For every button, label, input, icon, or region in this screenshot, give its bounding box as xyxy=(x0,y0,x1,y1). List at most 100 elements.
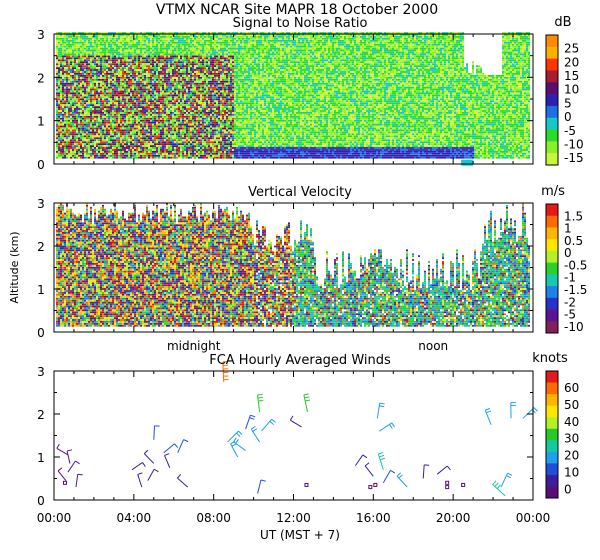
heatmap-cell xyxy=(62,122,64,124)
heatmap-cell xyxy=(62,114,64,116)
heatmap-cell xyxy=(62,106,64,108)
heatmap-cell xyxy=(68,147,70,149)
heatmap-cell xyxy=(68,44,70,46)
heatmap-cell xyxy=(66,57,68,59)
heatmap-cell xyxy=(78,104,80,106)
heatmap-cell xyxy=(56,81,58,83)
heatmap-cell xyxy=(86,100,88,102)
heatmap-cell xyxy=(78,135,80,137)
heatmap-cell xyxy=(72,85,74,87)
heatmap-cell xyxy=(96,77,98,79)
heatmap-cell xyxy=(96,96,98,98)
heatmap-cell xyxy=(72,69,74,71)
heatmap-cell xyxy=(72,126,74,128)
heatmap-cell xyxy=(68,46,70,48)
heatmap-cell xyxy=(78,122,80,124)
heatmap-cell xyxy=(78,130,80,132)
heatmap-cell xyxy=(66,155,68,157)
heatmap-cell xyxy=(70,124,72,126)
heatmap-cell xyxy=(92,104,94,106)
heatmap-cell xyxy=(96,120,98,122)
heatmap-cell xyxy=(82,106,84,108)
heatmap-cell xyxy=(82,124,84,126)
heatmap-cell xyxy=(56,48,58,50)
heatmap-cell xyxy=(88,59,90,61)
heatmap-cell xyxy=(88,61,90,63)
heatmap-cell xyxy=(94,83,96,85)
heatmap-cell xyxy=(68,96,70,98)
heatmap-cell xyxy=(72,95,74,97)
heatmap-cell xyxy=(96,104,98,106)
heatmap-cell xyxy=(88,118,90,120)
heatmap-cell xyxy=(72,145,74,147)
heatmap-cell xyxy=(58,110,60,112)
heatmap-cell xyxy=(76,87,78,89)
heatmap-cell xyxy=(62,130,64,132)
heatmap-cell xyxy=(70,151,72,153)
heatmap-cell xyxy=(92,56,94,58)
heatmap-cell xyxy=(82,132,84,134)
heatmap-cell xyxy=(78,137,80,139)
heatmap-cell xyxy=(62,91,64,93)
heatmap-cell xyxy=(86,77,88,79)
heatmap-cell xyxy=(94,133,96,135)
heatmap-cell xyxy=(98,118,100,120)
heatmap-cell xyxy=(66,128,68,130)
heatmap-cell xyxy=(84,139,86,141)
heatmap-cell xyxy=(72,44,74,46)
heatmap-cell xyxy=(70,130,72,132)
heatmap-cell xyxy=(70,128,72,130)
heatmap-cell xyxy=(92,95,94,97)
heatmap-cell xyxy=(76,157,78,159)
heatmap-cell xyxy=(74,57,76,59)
heatmap-cell xyxy=(86,133,88,135)
heatmap-cell xyxy=(62,104,64,106)
heatmap-cell xyxy=(98,145,100,147)
heatmap-cell xyxy=(96,114,98,116)
heatmap-cell xyxy=(90,132,92,134)
heatmap-cell xyxy=(58,98,60,100)
heatmap-cell xyxy=(90,77,92,79)
heatmap-cell xyxy=(60,151,62,153)
heatmap-cell xyxy=(62,126,64,128)
heatmap-cell xyxy=(60,120,62,122)
heatmap-cell xyxy=(66,91,68,93)
heatmap-cell xyxy=(86,130,88,132)
heatmap-cell xyxy=(60,38,62,40)
heatmap-cell xyxy=(58,130,60,132)
heatmap-cell xyxy=(72,63,74,65)
heatmap-cell xyxy=(76,75,78,77)
heatmap-cell xyxy=(62,116,64,118)
heatmap-cell xyxy=(96,44,98,46)
heatmap-cell xyxy=(80,89,82,91)
heatmap-cell xyxy=(58,116,60,118)
heatmap-cell xyxy=(58,118,60,120)
heatmap-cell xyxy=(92,67,94,69)
heatmap-cell xyxy=(80,50,82,52)
heatmap-cell xyxy=(82,118,84,120)
heatmap-cell xyxy=(64,81,66,83)
heatmap-cell xyxy=(92,155,94,157)
heatmap-cell xyxy=(76,130,78,132)
heatmap-cell xyxy=(90,153,92,155)
heatmap-cell xyxy=(74,132,76,134)
heatmap-cell xyxy=(62,112,64,114)
heatmap-cell xyxy=(94,48,96,50)
heatmap-cell xyxy=(80,40,82,42)
heatmap-cell xyxy=(74,124,76,126)
heatmap-cell xyxy=(90,137,92,139)
heatmap-cell xyxy=(80,130,82,132)
heatmap-cell xyxy=(62,118,64,120)
heatmap-cell xyxy=(68,52,70,54)
heatmap-cell xyxy=(86,106,88,108)
heatmap-cell xyxy=(60,77,62,79)
heatmap-cell xyxy=(88,46,90,48)
heatmap-cell xyxy=(64,44,66,46)
heatmap-cell xyxy=(68,67,70,69)
heatmap-cell xyxy=(76,59,78,61)
heatmap-cell xyxy=(58,65,60,67)
heatmap-cell xyxy=(62,100,64,102)
heatmap-cell xyxy=(94,147,96,149)
heatmap-cell xyxy=(70,132,72,134)
heatmap-cell xyxy=(60,73,62,75)
